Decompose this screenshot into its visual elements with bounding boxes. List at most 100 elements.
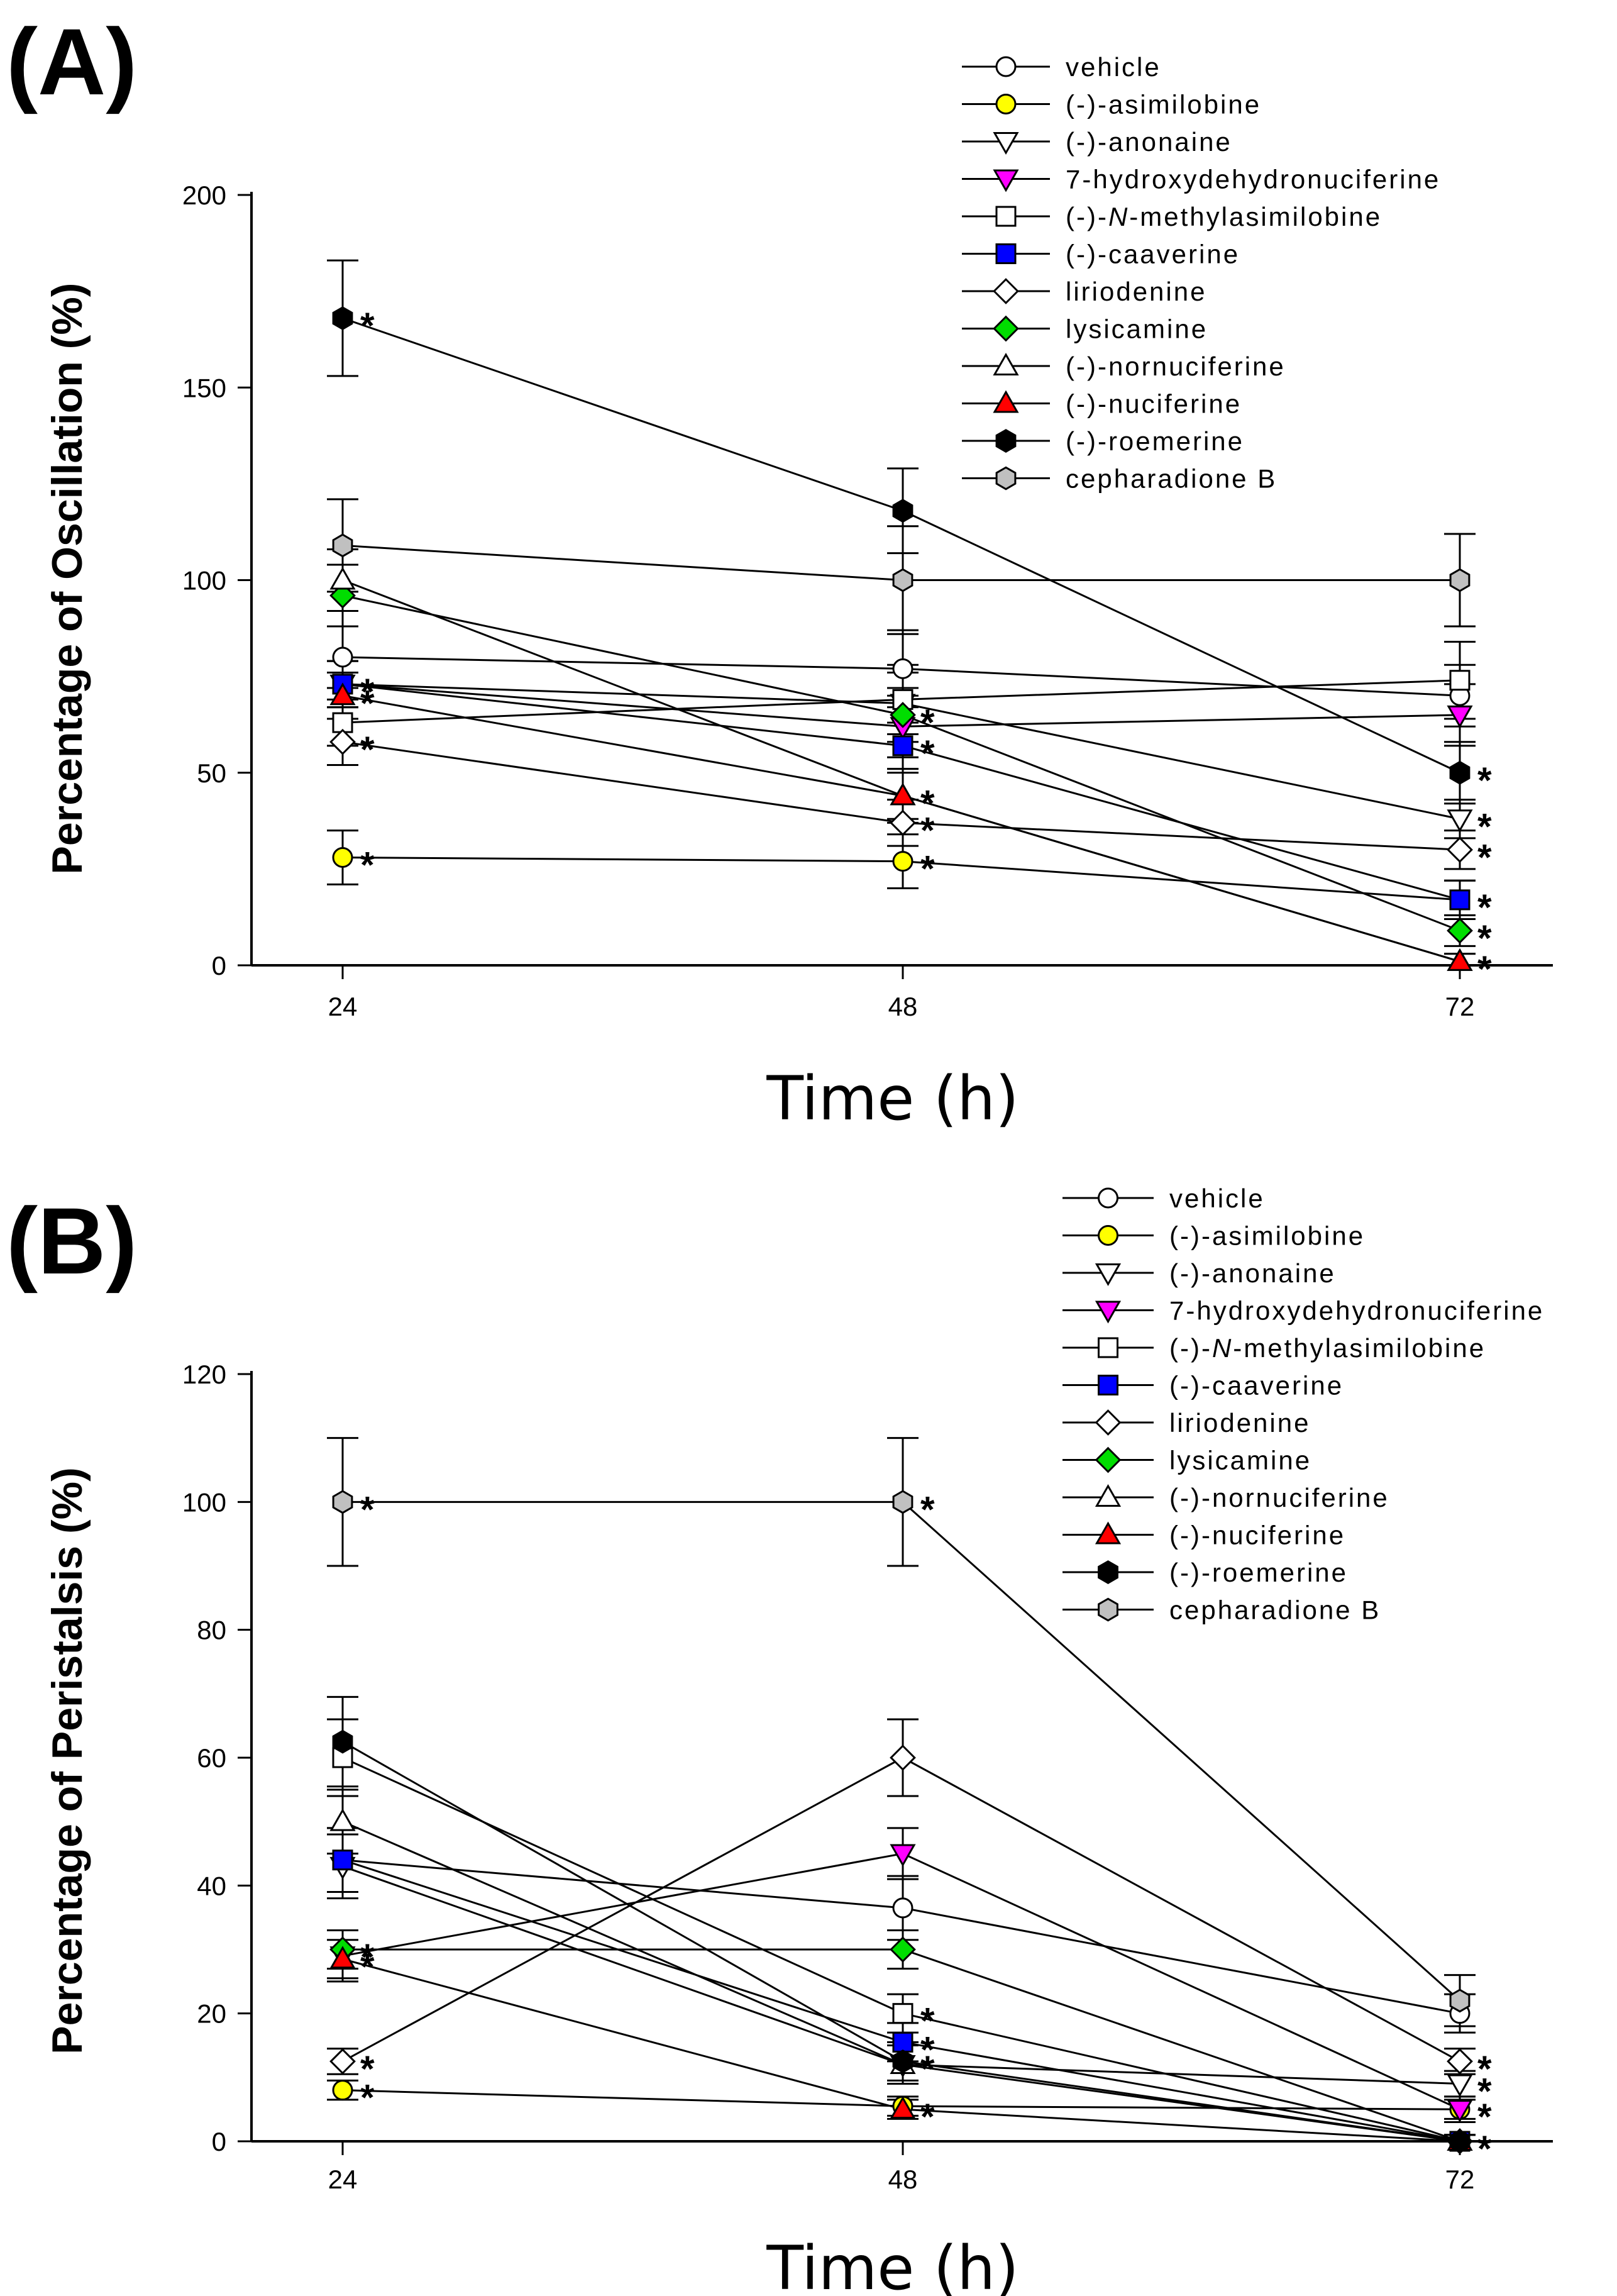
- data-point-cepharadione-b: [892, 568, 913, 592]
- significance-star: *: [360, 1937, 375, 1978]
- legend-marker-n-methylasimilobine: [1098, 1337, 1118, 1358]
- legend-item: lysicamine: [962, 314, 1208, 344]
- legend-marker-7-hydroxydehydronuciferine: [993, 169, 1019, 192]
- legend-item: (-)-roemerine: [1062, 1558, 1346, 1587]
- data-point-anonaine: [1447, 809, 1473, 833]
- y-tick-label: 120: [182, 1360, 226, 1389]
- significance-star: *: [1477, 2071, 1492, 2112]
- y-axis-title: Percentage of Oscillation (%): [43, 283, 91, 875]
- data-point-asimilobine: [892, 851, 913, 872]
- data-point-anonaine: [1447, 2074, 1473, 2097]
- legend-label: (-)-asimilobine: [1066, 90, 1261, 119]
- legend-marker-lysicamine: [1095, 1446, 1122, 1473]
- data-point-nuciferine: [329, 1946, 356, 1969]
- significance-star: *: [920, 702, 935, 743]
- data-point-lysicamine: [890, 1936, 916, 1963]
- legend-item: (-)-caaverine: [962, 240, 1240, 269]
- legend-label: (-)-nuciferine: [1066, 389, 1242, 419]
- legend-label-prefix: (-)-: [1169, 1333, 1212, 1363]
- legend-item: vehicle: [1062, 1184, 1263, 1213]
- data-markers: [329, 306, 1473, 971]
- legend-marker-vehicle: [995, 56, 1017, 77]
- y-tick-label: 50: [197, 758, 226, 788]
- data-point-7-hydroxydehydronuciferine: [1447, 705, 1473, 728]
- legend-label: (-)-caaverine: [1169, 1371, 1344, 1400]
- legend-label: (-)-nornuciferine: [1066, 352, 1286, 381]
- y-tick-label: 200: [182, 180, 226, 210]
- significance-star: *: [1477, 887, 1492, 928]
- legend-marker-nuciferine: [1095, 1521, 1122, 1545]
- data-point-cepharadione-b: [1449, 1988, 1471, 2013]
- data-point-caaverine: [1449, 889, 1471, 911]
- legend-item: (-)-anonaine: [1062, 1258, 1334, 1288]
- data-point-liriodenine: [329, 728, 356, 755]
- legend-label: 7-hydroxydehydronuciferine: [1169, 1296, 1544, 1326]
- x-tick-label: 24: [328, 2165, 358, 2194]
- legend-label: (-)-asimilobine: [1169, 1221, 1365, 1251]
- x-tick-label: 72: [1445, 2165, 1475, 2194]
- data-point-roemerine: [332, 1729, 353, 1754]
- significance-star: *: [360, 2078, 375, 2119]
- data-point-vehicle: [892, 1897, 913, 1919]
- significance-star: *: [1477, 918, 1492, 959]
- data-point-lysicamine: [329, 582, 356, 609]
- legend-marker-vehicle: [1098, 1187, 1118, 1209]
- panel-b: (B) 0 20 40 60 80 100 120 24 48 72 Percentage of Pe…: [6, 1184, 1553, 2296]
- legend-item: liriodenine: [1062, 1408, 1310, 1438]
- significance-star: *: [360, 729, 375, 770]
- data-point-roemerine: [892, 2049, 913, 2073]
- legend-item: (-)-asimilobine: [962, 90, 1261, 119]
- data-point-liriodenine: [1447, 836, 1473, 863]
- significance-star: *: [360, 306, 375, 347]
- legend-marker-anonaine: [1095, 1263, 1122, 1287]
- significance-star: *: [920, 2029, 935, 2070]
- legend-item: (-)-caaverine: [1062, 1371, 1344, 1400]
- data-point-cepharadione-b: [1449, 568, 1471, 592]
- legend-marker-liriodenine: [1095, 1409, 1122, 1436]
- legend-item: 7-hydroxydehydronuciferine: [962, 165, 1438, 194]
- legend-label: (-)-anonaine: [1066, 127, 1232, 157]
- legend-label: lysicamine: [1169, 1446, 1311, 1475]
- legend-marker-asimilobine: [1098, 1225, 1118, 1246]
- data-point-liriodenine: [329, 2048, 356, 2075]
- significance-star: *: [1477, 2129, 1492, 2170]
- y-tick-label: 0: [212, 2127, 226, 2156]
- legend-item: lysicamine: [1062, 1446, 1311, 1475]
- data-point-nornuciferine: [329, 567, 356, 590]
- legend-item: (-)-N-methylasimilobine: [962, 202, 1380, 231]
- x-tick-label: 48: [888, 992, 918, 1021]
- x-axis-title: Time (h): [766, 1063, 1018, 1134]
- legend-marker-roemerine: [995, 429, 1017, 453]
- legend-label: (-)-caaverine: [1066, 240, 1240, 269]
- legend-item: vehicle: [962, 52, 1159, 82]
- data-point-lysicamine: [890, 702, 916, 728]
- data-point-7-hydroxydehydronuciferine: [890, 1844, 916, 1867]
- significance-star: *: [920, 810, 935, 851]
- legend-label: lysicamine: [1066, 314, 1208, 344]
- x-axis-title: Time (h): [766, 2233, 1018, 2296]
- significance-star: *: [920, 2097, 935, 2138]
- significance-star: *: [360, 2049, 375, 2090]
- legend-marker-lysicamine: [993, 315, 1019, 342]
- legend-item: (-)-nornuciferine: [1062, 1483, 1388, 1512]
- legend-item: cepharadione B: [1062, 1595, 1379, 1625]
- legend-label: cepharadione B: [1066, 464, 1277, 494]
- significance-star: *: [920, 849, 935, 890]
- legend-label: liriodenine: [1169, 1408, 1310, 1438]
- data-point-caaverine: [332, 1850, 353, 1871]
- data-point-asimilobine: [332, 847, 353, 868]
- x-tick-label: 24: [328, 992, 358, 1021]
- significance-marks: * ***************: [360, 306, 1492, 990]
- data-point-n-methylasimilobine: [1449, 670, 1471, 691]
- legend-label: (-)-N-methylasimilobine: [1169, 1333, 1486, 1363]
- legend: vehicle (-)-asimilobine (-)-anonaine 7-hydr…: [1062, 1184, 1544, 1625]
- legend-item: (-)-asimilobine: [1062, 1221, 1365, 1251]
- significance-star: *: [1477, 949, 1492, 990]
- legend-item: liriodenine: [962, 277, 1205, 306]
- data-point-liriodenine: [890, 1744, 916, 1771]
- data-point-vehicle: [332, 646, 353, 668]
- legend-marker-liriodenine: [993, 278, 1019, 304]
- data-point-lysicamine: [1447, 918, 1473, 944]
- legend-item: (-)-roemerine: [962, 426, 1242, 456]
